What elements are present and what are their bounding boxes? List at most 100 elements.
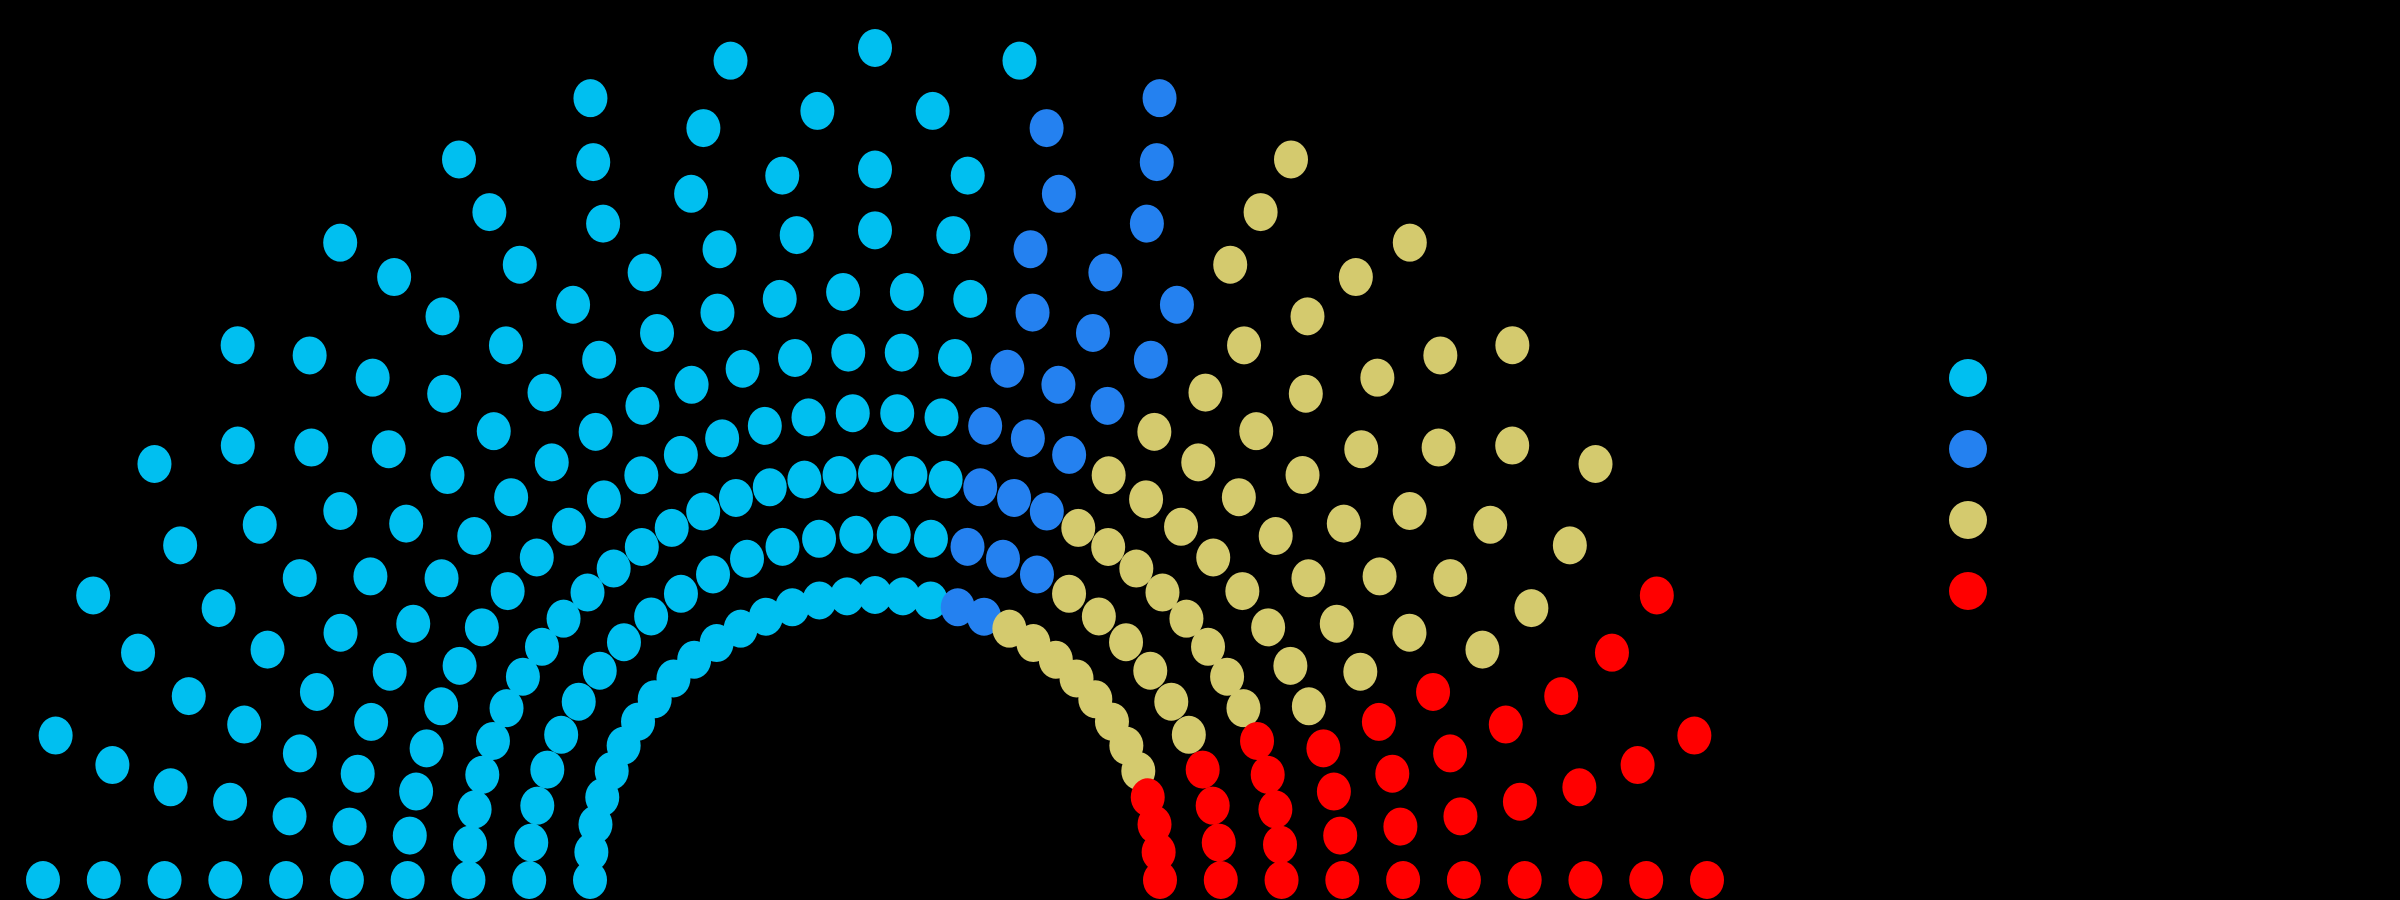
seat-khaki <box>1360 358 1395 397</box>
seat-khaki <box>1465 630 1500 669</box>
seat-cyan <box>627 253 662 292</box>
seat-red <box>1386 861 1421 899</box>
seat-blue <box>1159 285 1194 324</box>
seat-cyan <box>452 825 487 864</box>
seat-cyan <box>663 435 698 474</box>
seat-cyan <box>800 91 835 130</box>
seat-khaki <box>1495 426 1530 465</box>
seat-khaki <box>1243 193 1278 232</box>
seat-cyan <box>640 313 675 352</box>
seat-cyan <box>227 705 262 744</box>
seat-cyan <box>936 216 971 255</box>
seat-cyan <box>329 861 364 899</box>
seat-cyan <box>937 338 972 377</box>
seat-cyan <box>775 588 810 627</box>
seat-cyan <box>674 365 709 404</box>
seat-cyan <box>514 823 549 862</box>
seat-cyan <box>928 460 963 499</box>
seat-cyan <box>530 750 565 789</box>
seat-khaki <box>1091 527 1126 566</box>
legend-layer <box>1949 359 1987 610</box>
seat-cyan <box>250 630 285 669</box>
seat-blue <box>1052 435 1087 474</box>
seat-cyan <box>582 651 617 690</box>
seat-cyan <box>822 455 857 494</box>
seat-layer <box>26 29 1724 899</box>
seat-cyan <box>830 577 865 616</box>
seat-cyan <box>121 633 156 672</box>
seat-cyan <box>153 768 188 807</box>
seat-cyan <box>634 597 669 636</box>
seat-blue <box>1075 313 1110 352</box>
seat-cyan <box>696 555 731 594</box>
seat-cyan <box>885 577 920 616</box>
seat-khaki <box>1343 652 1378 691</box>
seat-cyan <box>26 861 60 899</box>
seat-cyan <box>502 245 537 284</box>
seat-khaki <box>1552 526 1587 565</box>
seat-cyan <box>624 456 659 495</box>
seat-khaki <box>1392 613 1427 652</box>
seat-khaki <box>1392 491 1427 530</box>
seat-cyan <box>570 573 605 612</box>
seat-cyan <box>220 326 255 365</box>
seat-cyan <box>893 455 928 494</box>
seat-cyan <box>778 338 813 377</box>
seat-cyan <box>858 150 892 189</box>
seat-cyan <box>524 627 559 666</box>
seat-cyan <box>512 861 547 899</box>
seat-cyan <box>831 333 866 372</box>
seat-khaki <box>1213 245 1248 284</box>
seat-red <box>1690 861 1724 899</box>
seat-red <box>1507 861 1542 899</box>
seat-cyan <box>686 492 721 531</box>
seat-red <box>1502 782 1537 821</box>
seat-cyan <box>858 454 892 493</box>
seat-cyan <box>489 689 524 728</box>
seat-cyan <box>163 526 198 565</box>
seat-red <box>1544 677 1579 716</box>
seat-khaki <box>1196 538 1231 577</box>
seat-cyan <box>269 861 304 899</box>
seat-blue <box>963 468 998 507</box>
seat-cyan <box>220 426 255 465</box>
seat-blue <box>1029 109 1064 148</box>
seat-cyan <box>424 559 459 598</box>
legend-swatch-cyan <box>1949 359 1987 397</box>
seat-blue <box>985 539 1020 578</box>
seat-red <box>1620 746 1655 785</box>
seat-blue <box>1090 386 1125 425</box>
seat-blue <box>1015 293 1050 332</box>
seat-khaki <box>1188 373 1223 412</box>
seat-khaki <box>1338 258 1373 297</box>
seat-red <box>1203 861 1238 899</box>
seat-cyan <box>950 156 985 195</box>
seat-cyan <box>573 79 608 118</box>
seat-khaki <box>1258 517 1293 555</box>
seat-blue <box>1041 174 1076 213</box>
seat-cyan <box>38 716 73 755</box>
seat-cyan <box>858 29 892 67</box>
seat-cyan <box>299 672 334 711</box>
seat-red <box>1316 772 1351 811</box>
seat-cyan <box>713 41 748 80</box>
seat-khaki <box>1291 687 1326 726</box>
seat-blue <box>1019 555 1054 594</box>
seat-khaki <box>1137 412 1172 451</box>
seat-cyan <box>451 861 486 899</box>
seat-khaki <box>1291 559 1326 598</box>
seat-khaki <box>1251 608 1286 647</box>
seat-khaki <box>1495 326 1530 365</box>
seat-cyan <box>323 613 358 652</box>
seat-cyan <box>663 574 698 613</box>
seat-cyan <box>476 412 511 451</box>
seat-blue <box>997 478 1032 517</box>
seat-cyan <box>464 608 499 647</box>
seat-cyan <box>624 527 659 566</box>
seat-khaki <box>1433 559 1468 598</box>
seat-blue <box>1041 365 1076 404</box>
seat-red <box>1250 755 1285 794</box>
seat-red <box>1677 716 1712 755</box>
